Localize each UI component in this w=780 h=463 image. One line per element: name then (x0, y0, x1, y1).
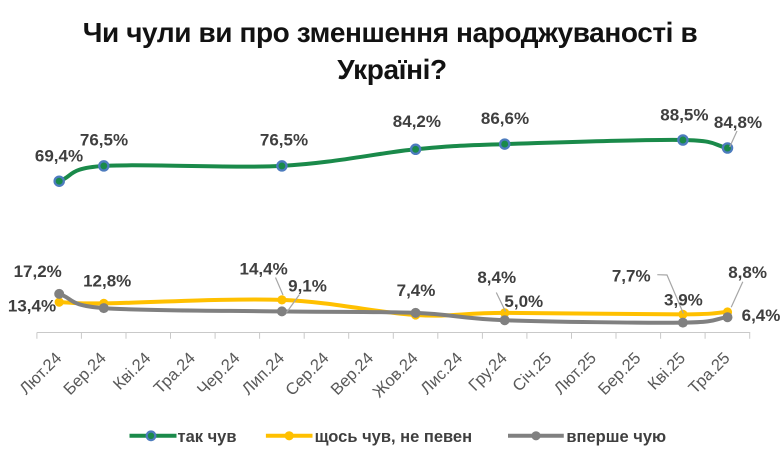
svg-text:так чув: так чув (178, 428, 237, 446)
svg-text:14,4%: 14,4% (239, 259, 287, 278)
svg-text:84,2%: 84,2% (393, 112, 441, 131)
svg-text:Чи чули ви про зменшення народ: Чи чули ви про зменшення народжуваності … (83, 17, 698, 48)
svg-text:17,2%: 17,2% (14, 262, 62, 281)
svg-text:3,9%: 3,9% (664, 291, 703, 310)
svg-text:84,8%: 84,8% (714, 113, 762, 132)
svg-text:5,0%: 5,0% (504, 292, 543, 311)
svg-text:69,4%: 69,4% (35, 147, 83, 166)
svg-text:вперше чую: вперше чую (566, 428, 666, 446)
svg-text:6,4%: 6,4% (742, 306, 780, 325)
svg-text:13,4%: 13,4% (8, 297, 56, 316)
svg-text:8,8%: 8,8% (728, 263, 767, 282)
svg-text:76,5%: 76,5% (80, 131, 128, 150)
svg-text:7,4%: 7,4% (397, 281, 436, 300)
svg-text:12,8%: 12,8% (83, 271, 131, 290)
svg-text:76,5%: 76,5% (260, 131, 308, 150)
svg-text:9,1%: 9,1% (288, 277, 327, 296)
svg-text:8,4%: 8,4% (477, 268, 516, 287)
svg-text:88,5%: 88,5% (660, 105, 708, 124)
svg-text:Україні?: Україні? (337, 54, 447, 85)
svg-text:щось чув, не певен: щось чув, не певен (315, 428, 472, 446)
svg-text:86,6%: 86,6% (481, 109, 529, 128)
svg-text:7,7%: 7,7% (612, 267, 651, 286)
